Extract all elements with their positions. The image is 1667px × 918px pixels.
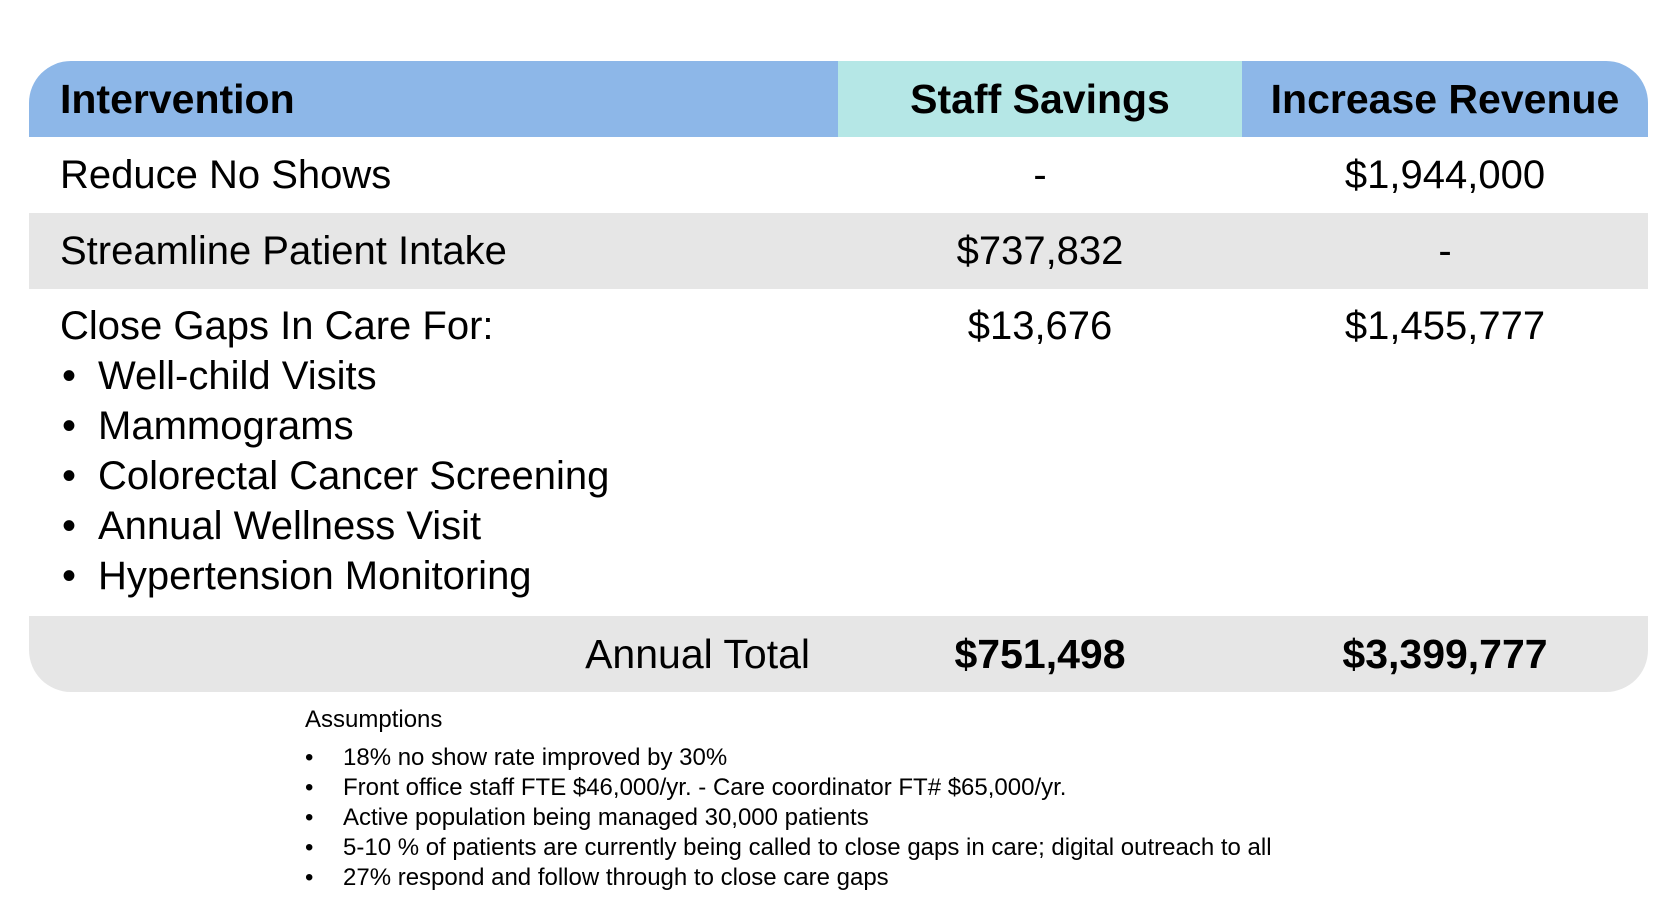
table-header-row: Intervention Staff Savings Increase Reve…: [29, 61, 1648, 137]
bullet-icon: •: [305, 864, 314, 891]
increase-revenue-cell: $1,455,777: [1344, 304, 1546, 348]
table-row: Streamline Patient Intake $737,832 -: [29, 213, 1648, 289]
list-item: • Colorectal Cancer Screening: [60, 451, 838, 501]
total-staff-savings: $751,498: [954, 631, 1126, 677]
list-item: • Active population being managed 30,000 …: [305, 804, 869, 831]
bullet-icon: •: [305, 804, 314, 831]
table-row: Close Gaps In Care For: • Well-child Visi…: [29, 289, 1648, 616]
list-item: • 5-10 % of patients are currently being …: [305, 834, 1272, 861]
intervention-cell: Reduce No Shows: [60, 153, 392, 197]
care-gaps-list: • Well-child Visits • Mammograms • Colorect…: [60, 351, 838, 601]
intervention-title: Close Gaps In Care For:: [60, 304, 494, 348]
assumptions-section: Assumptions • 18% no show rate improved b…: [305, 705, 1272, 893]
bullet-icon: •: [62, 354, 77, 398]
annual-total-row: Annual Total $751,498 $3,399,777: [29, 616, 1648, 692]
savings-table: Intervention Staff Savings Increase Reve…: [29, 61, 1648, 692]
list-item: • 27% respond and follow through to close…: [305, 864, 889, 891]
header-intervention: Intervention: [29, 61, 838, 137]
list-item: • Hypertension Monitoring: [60, 551, 838, 601]
list-item: • Annual Wellness Visit: [60, 501, 838, 551]
increase-revenue-cell: -: [1438, 229, 1452, 273]
bullet-icon: •: [305, 744, 314, 771]
bullet-icon: •: [62, 554, 77, 598]
header-staff-savings: Staff Savings: [838, 61, 1242, 137]
bullet-icon: •: [62, 404, 77, 448]
list-item: • Front office staff FTE $46,000/yr. - Ca…: [305, 774, 1067, 801]
bullet-icon: •: [305, 774, 314, 801]
list-item: • Well-child Visits: [60, 351, 838, 401]
increase-revenue-cell: $1,944,000: [1344, 153, 1546, 197]
intervention-cell: Close Gaps In Care For: • Well-child Visi…: [29, 289, 838, 616]
intervention-cell: Streamline Patient Intake: [60, 229, 507, 273]
staff-savings-cell: $13,676: [967, 304, 1113, 348]
header-increase-revenue: Increase Revenue: [1242, 61, 1648, 137]
assumptions-title: Assumptions: [305, 706, 443, 733]
annual-total-label: Annual Total: [585, 631, 810, 677]
list-item: • Mammograms: [60, 401, 838, 451]
table-row: Reduce No Shows - $1,944,000: [29, 137, 1648, 213]
staff-savings-cell: -: [1033, 153, 1047, 197]
list-item: • 18% no show rate improved by 30%: [305, 744, 728, 771]
staff-savings-cell: $737,832: [956, 229, 1124, 273]
assumptions-list: • 18% no show rate improved by 30% • Front…: [305, 743, 1272, 893]
bullet-icon: •: [62, 504, 77, 548]
total-increase-revenue: $3,399,777: [1342, 631, 1548, 677]
bullet-icon: •: [305, 834, 314, 861]
bullet-icon: •: [62, 454, 77, 498]
